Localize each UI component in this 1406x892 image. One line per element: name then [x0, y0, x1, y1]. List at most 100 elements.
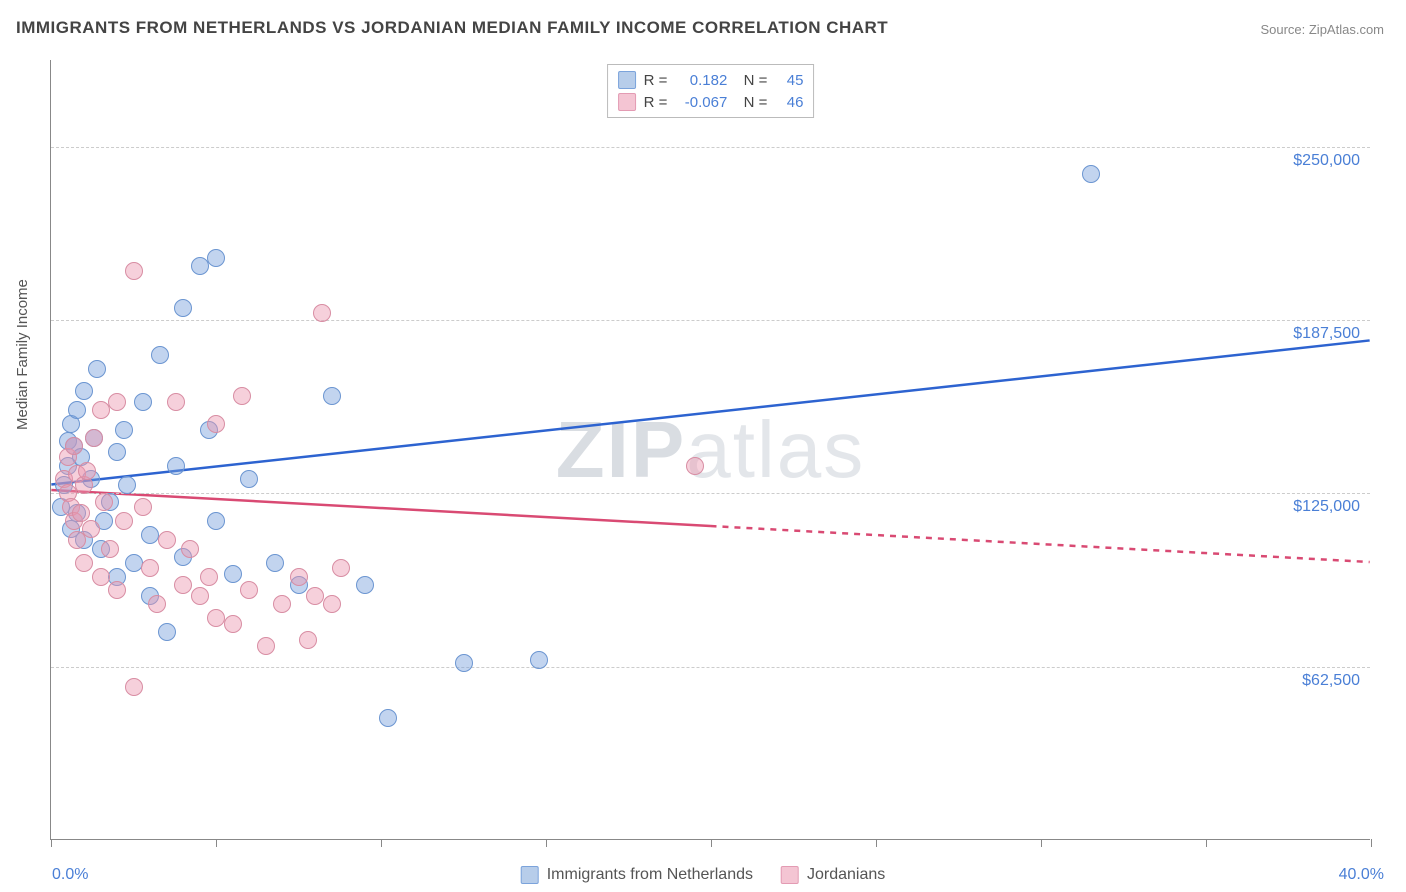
chart-plot-area: ZIPatlas R =0.182 N =45R =-0.067 N =46 $…: [50, 60, 1370, 840]
x-tick: [1041, 839, 1042, 847]
scatter-point: [134, 393, 152, 411]
x-axis-max-label: 40.0%: [1339, 866, 1384, 884]
scatter-point: [240, 581, 258, 599]
scatter-point: [323, 595, 341, 613]
scatter-point: [92, 568, 110, 586]
x-axis-min-label: 0.0%: [52, 866, 88, 884]
x-tick: [381, 839, 382, 847]
x-tick: [876, 839, 877, 847]
x-tick: [546, 839, 547, 847]
scatter-point: [273, 595, 291, 613]
scatter-point: [233, 387, 251, 405]
scatter-point: [290, 568, 308, 586]
scatter-point: [65, 437, 83, 455]
scatter-point: [115, 421, 133, 439]
scatter-point: [141, 559, 159, 577]
gridline: [51, 320, 1370, 321]
scatter-point: [207, 249, 225, 267]
scatter-point: [686, 457, 704, 475]
watermark: ZIPatlas: [556, 404, 865, 496]
y-tick-label: $62,500: [1302, 672, 1360, 690]
scatter-point: [240, 470, 258, 488]
scatter-point: [224, 565, 242, 583]
scatter-point: [118, 476, 136, 494]
y-tick-label: $187,500: [1293, 325, 1360, 343]
stats-n-label: N =: [735, 72, 767, 89]
scatter-point: [148, 595, 166, 613]
scatter-point: [332, 559, 350, 577]
scatter-point: [92, 401, 110, 419]
legend-swatch: [521, 866, 539, 884]
scatter-point: [224, 615, 242, 633]
scatter-point: [108, 581, 126, 599]
stats-r-value: 0.182: [675, 72, 727, 89]
scatter-point: [257, 637, 275, 655]
scatter-point: [207, 512, 225, 530]
scatter-point: [151, 346, 169, 364]
watermark-atlas: atlas: [686, 405, 865, 494]
scatter-point: [95, 493, 113, 511]
scatter-point: [167, 393, 185, 411]
scatter-point: [191, 587, 209, 605]
gridline: [51, 147, 1370, 148]
scatter-point: [101, 540, 119, 558]
y-tick-label: $125,000: [1293, 498, 1360, 516]
scatter-point: [356, 576, 374, 594]
source-label: Source: ZipAtlas.com: [1260, 22, 1384, 37]
stats-n-label: N =: [735, 94, 767, 111]
gridline: [51, 493, 1370, 494]
scatter-point: [158, 623, 176, 641]
x-tick: [51, 839, 52, 847]
scatter-point: [207, 415, 225, 433]
x-tick: [711, 839, 712, 847]
scatter-point: [85, 429, 103, 447]
legend-item: Jordanians: [781, 866, 885, 884]
scatter-point: [158, 531, 176, 549]
stats-n-value: 46: [775, 94, 803, 111]
y-axis-label: Median Family Income: [14, 279, 31, 430]
scatter-point: [299, 631, 317, 649]
scatter-point: [115, 512, 133, 530]
regression-line-dashed: [711, 526, 1370, 562]
scatter-point: [125, 678, 143, 696]
scatter-point: [530, 651, 548, 669]
scatter-point: [313, 304, 331, 322]
gridline: [51, 667, 1370, 668]
scatter-point: [134, 498, 152, 516]
watermark-zip: ZIP: [556, 405, 686, 494]
scatter-point: [78, 462, 96, 480]
regression-line: [51, 340, 1369, 484]
scatter-point: [266, 554, 284, 572]
legend-swatch: [618, 93, 636, 111]
scatter-point: [306, 587, 324, 605]
scatter-point: [141, 526, 159, 544]
x-tick: [1371, 839, 1372, 847]
scatter-point: [200, 568, 218, 586]
stats-r-label: R =: [644, 72, 668, 89]
chart-title: IMMIGRANTS FROM NETHERLANDS VS JORDANIAN…: [16, 18, 888, 38]
scatter-point: [82, 520, 100, 538]
legend-label: Jordanians: [807, 866, 885, 884]
scatter-point: [379, 709, 397, 727]
scatter-point: [207, 609, 225, 627]
scatter-point: [68, 401, 86, 419]
scatter-point: [75, 554, 93, 572]
stats-row: R = 0.182 N = 45: [618, 69, 804, 91]
scatter-point: [174, 576, 192, 594]
scatter-point: [174, 299, 192, 317]
scatter-point: [75, 382, 93, 400]
x-tick: [1206, 839, 1207, 847]
scatter-point: [125, 554, 143, 572]
regression-lines-svg: [51, 60, 1370, 839]
y-tick-label: $250,000: [1293, 152, 1360, 170]
scatter-point: [181, 540, 199, 558]
scatter-point: [88, 360, 106, 378]
stats-row: R =-0.067 N =46: [618, 91, 804, 113]
legend-swatch: [781, 866, 799, 884]
scatter-point: [108, 393, 126, 411]
scatter-point: [108, 443, 126, 461]
scatter-point: [1082, 165, 1100, 183]
scatter-point: [167, 457, 185, 475]
scatter-point: [455, 654, 473, 672]
stats-n-value: 45: [775, 72, 803, 89]
